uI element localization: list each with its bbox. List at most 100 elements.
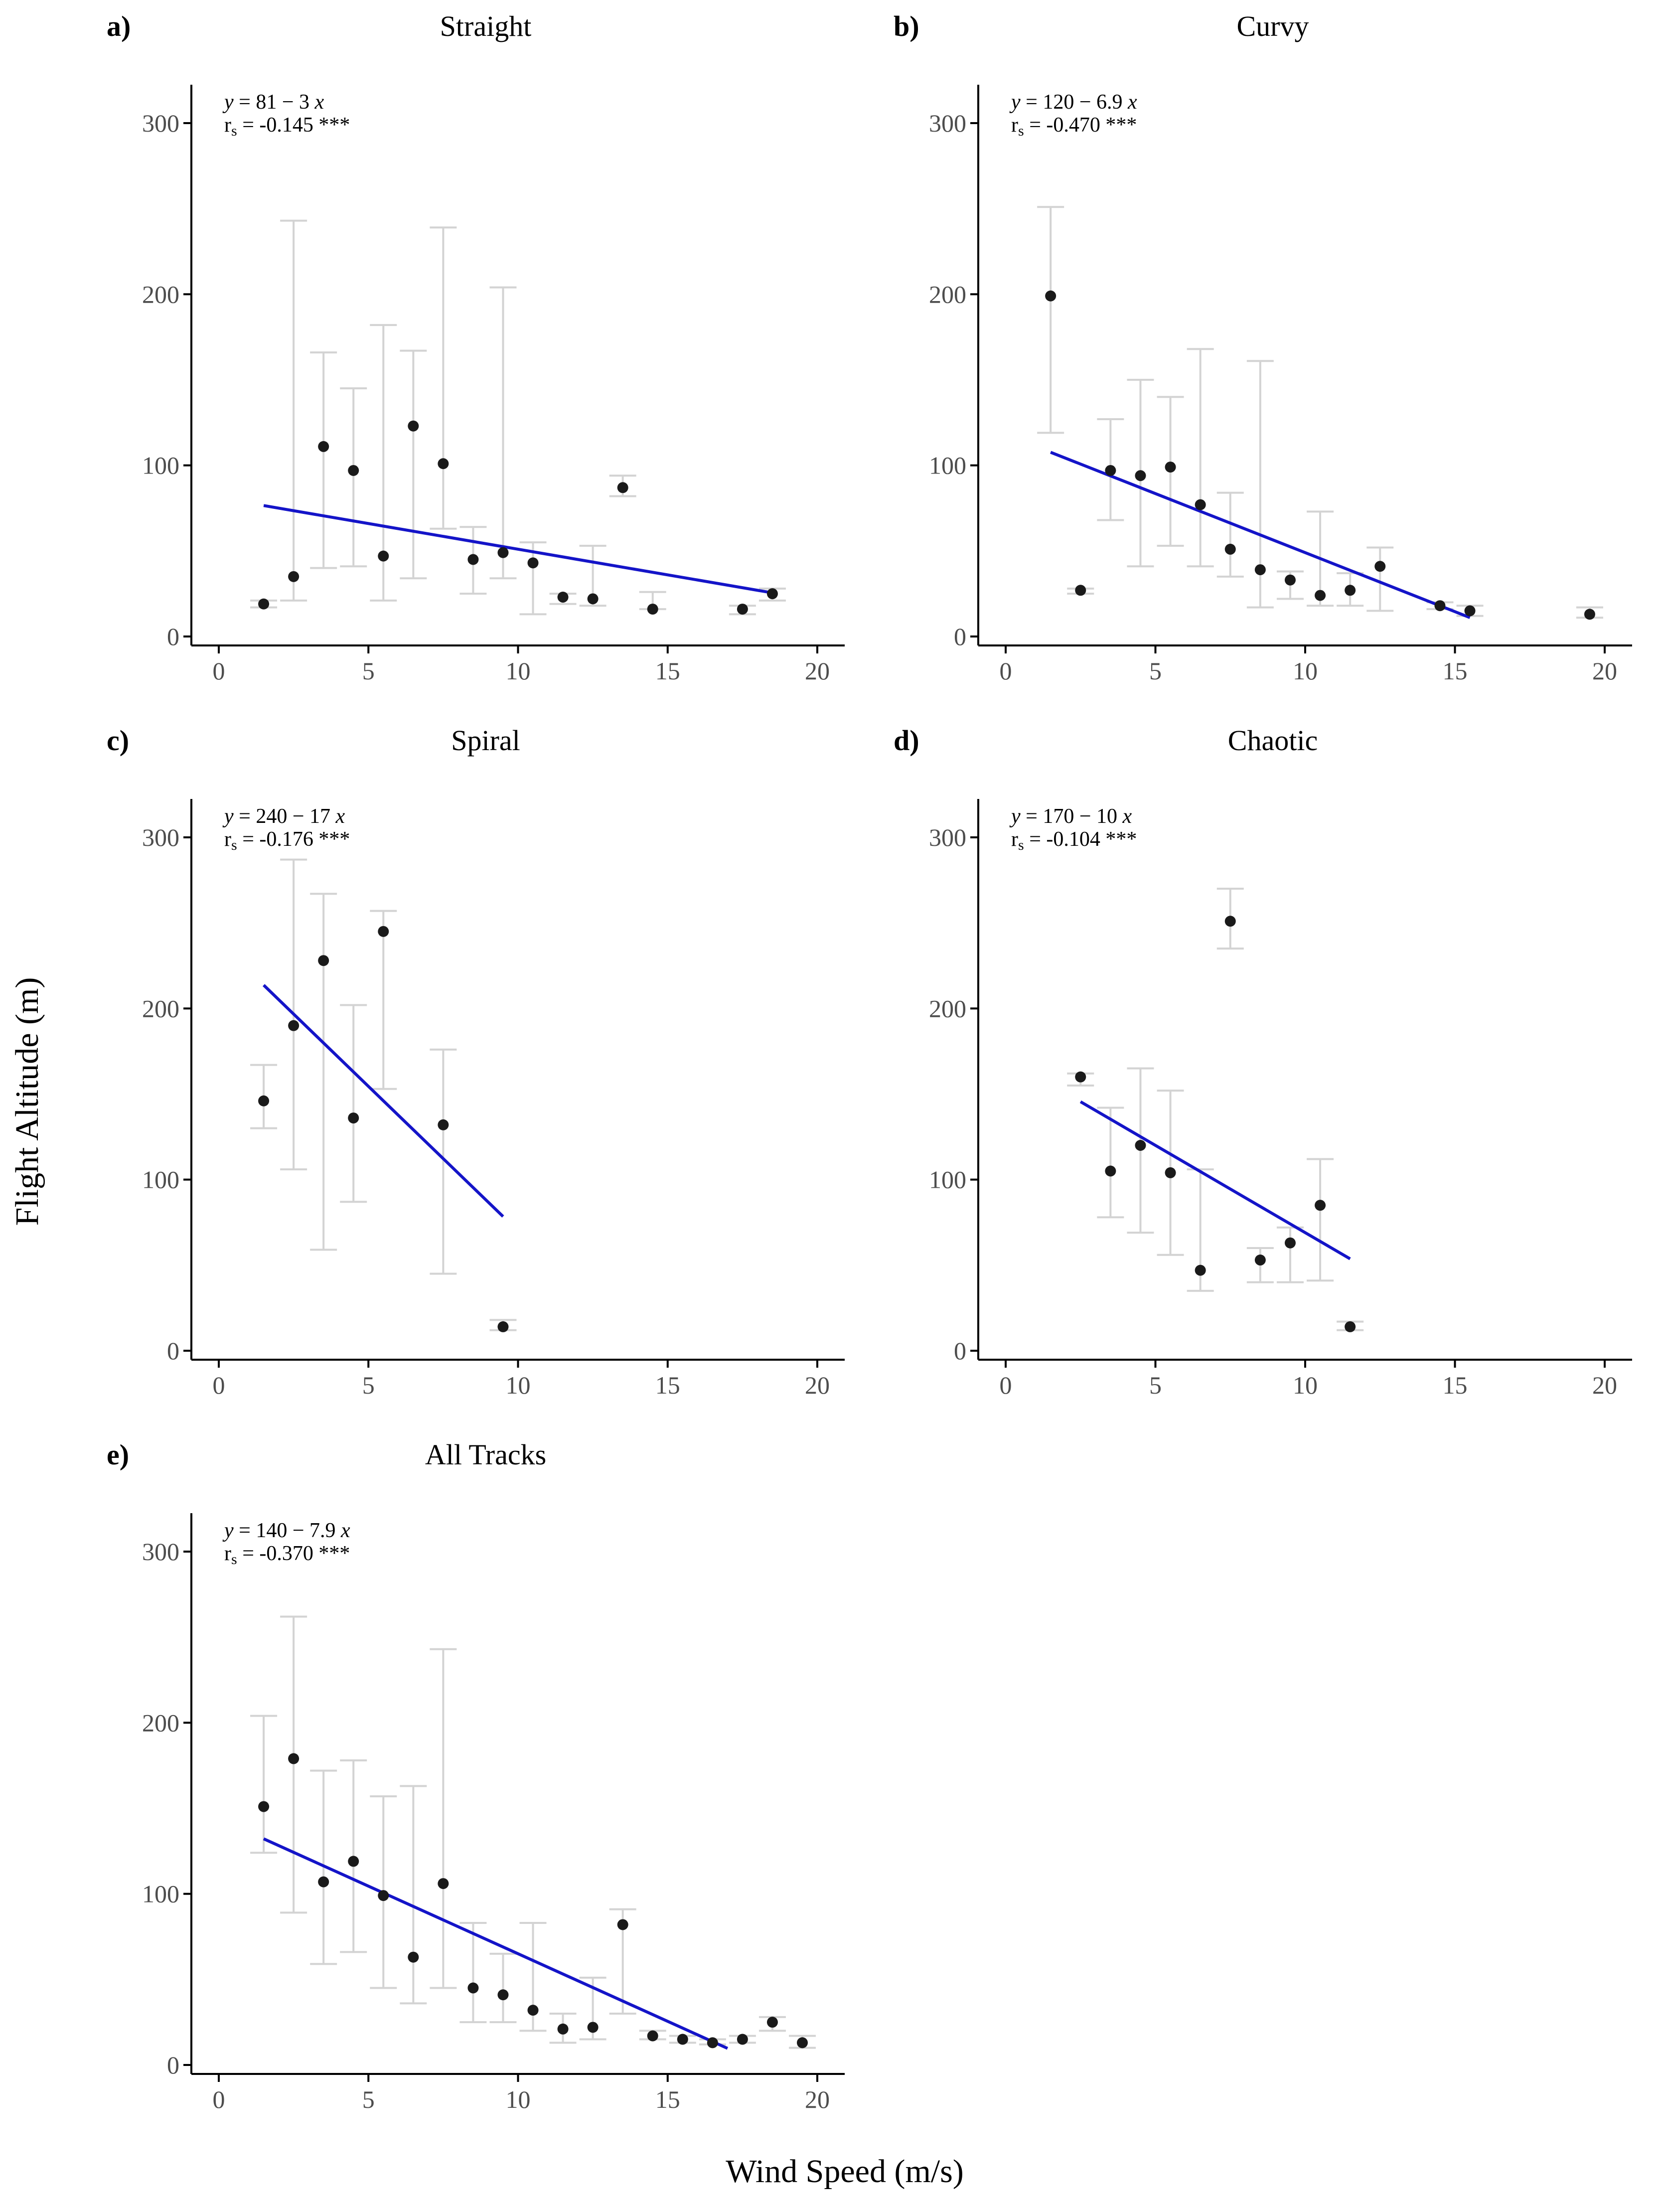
x-tick-label: 20: [805, 657, 830, 685]
data-point: [1224, 916, 1236, 927]
error-bar: [489, 286, 517, 580]
data-point: [467, 554, 479, 565]
rs-symbol: r: [1011, 114, 1018, 137]
panel-title: All Tracks: [425, 1438, 546, 1471]
error-bars: [250, 1615, 816, 2049]
data-point: [1135, 470, 1146, 481]
panel-letter: d): [894, 724, 919, 757]
y-axis-title: Flight Altitude (m): [9, 977, 45, 1226]
data-point: [1195, 499, 1206, 510]
y-tick-label: 200: [929, 994, 966, 1022]
panel-letter: c): [107, 724, 129, 757]
error-bar: [250, 1715, 278, 1854]
y-tick-label: 300: [929, 823, 966, 851]
equation-x: x: [340, 1519, 350, 1542]
y-tick-label: 300: [142, 109, 179, 137]
x-tick-label: 15: [655, 657, 680, 685]
y-tick-label: 200: [929, 280, 966, 308]
error-bars: [250, 219, 786, 616]
rs-value: = -0.145 ***: [237, 114, 350, 137]
equation-body: = 120 − 6.9: [1021, 91, 1128, 114]
data-point: [737, 2034, 748, 2045]
data-point: [378, 550, 389, 562]
data-point: [796, 2037, 808, 2049]
regression-equation: y = 170 − 10 x: [1009, 805, 1132, 828]
error-bar: [489, 1952, 517, 2024]
panel-title: Straight: [440, 10, 532, 42]
error-bar: [519, 541, 547, 616]
rs-value: = -0.470 ***: [1024, 114, 1137, 137]
error-bar: [1276, 1226, 1304, 1283]
error-bar: [310, 351, 337, 569]
error-bar: [340, 387, 367, 568]
data-points: [258, 420, 778, 615]
data-point: [318, 1876, 329, 1888]
panel-title: Spiral: [451, 724, 520, 757]
rs-value: = -0.104 ***: [1024, 828, 1137, 851]
x-tick-label: 0: [213, 2085, 225, 2113]
data-point: [677, 2034, 688, 2045]
y-tick-label: 100: [929, 452, 966, 479]
panel-letter: e): [107, 1438, 129, 1471]
data-point: [1374, 561, 1386, 572]
error-bars: [1037, 206, 1603, 619]
data-point: [587, 593, 599, 605]
x-tick-label: 10: [1293, 1371, 1318, 1399]
data-point: [707, 2037, 718, 2049]
data-point: [766, 588, 778, 600]
data-point: [318, 441, 329, 452]
x-tick-label: 15: [1443, 1371, 1468, 1399]
spearman-correlation: rs = -0.176 ***: [224, 828, 350, 853]
data-point: [1105, 1165, 1116, 1177]
x-tick-label: 0: [213, 1371, 225, 1399]
x-tick-label: 5: [362, 657, 375, 685]
data-point: [1315, 590, 1326, 601]
x-tick-label: 20: [805, 2085, 830, 2113]
y-tick-label: 100: [929, 1166, 966, 1194]
x-tick-label: 0: [1000, 1371, 1012, 1399]
data-point: [766, 2017, 778, 2028]
equation-y: y: [1009, 91, 1021, 114]
y-tick-label: 0: [954, 623, 966, 650]
regression-line: [1050, 451, 1471, 619]
error-bar: [400, 349, 427, 580]
x-tick-label: 20: [805, 1371, 830, 1399]
data-point: [1345, 1321, 1356, 1332]
data-point: [1075, 585, 1086, 596]
data-point: [288, 571, 300, 582]
data-point: [348, 465, 359, 476]
data-point: [348, 1856, 359, 1867]
data-point: [348, 1112, 359, 1124]
data-points: [258, 926, 509, 1332]
rs-subscript: s: [1018, 837, 1024, 853]
y-tick-label: 300: [929, 109, 966, 137]
error-bar: [430, 1648, 457, 1989]
y-tick-label: 100: [142, 1166, 179, 1194]
regression-line: [1079, 1100, 1351, 1261]
data-point: [527, 557, 539, 569]
error-bar: [280, 219, 307, 602]
data-point: [497, 1989, 509, 2001]
data-point: [1254, 564, 1266, 576]
data-point: [1105, 465, 1116, 476]
y-tick-label: 0: [167, 1337, 179, 1365]
error-bar: [430, 226, 457, 530]
data-point: [557, 2023, 569, 2035]
rs-subscript: s: [1018, 123, 1024, 139]
error-bar: [400, 1785, 427, 2005]
error-bar: [459, 1922, 487, 2024]
data-point: [1284, 574, 1296, 586]
spearman-correlation: rs = -0.104 ***: [1011, 828, 1137, 853]
data-point: [1434, 600, 1446, 612]
y-tick-label: 200: [142, 280, 179, 308]
data-point: [378, 1890, 389, 1901]
regression-equation: y = 81 − 3 x: [222, 91, 324, 114]
y-tick-label: 0: [954, 1337, 966, 1365]
data-point: [288, 1753, 300, 1764]
error-bar: [310, 893, 337, 1251]
error-bar: [430, 1048, 457, 1275]
x-tick-label: 20: [1592, 1371, 1617, 1399]
